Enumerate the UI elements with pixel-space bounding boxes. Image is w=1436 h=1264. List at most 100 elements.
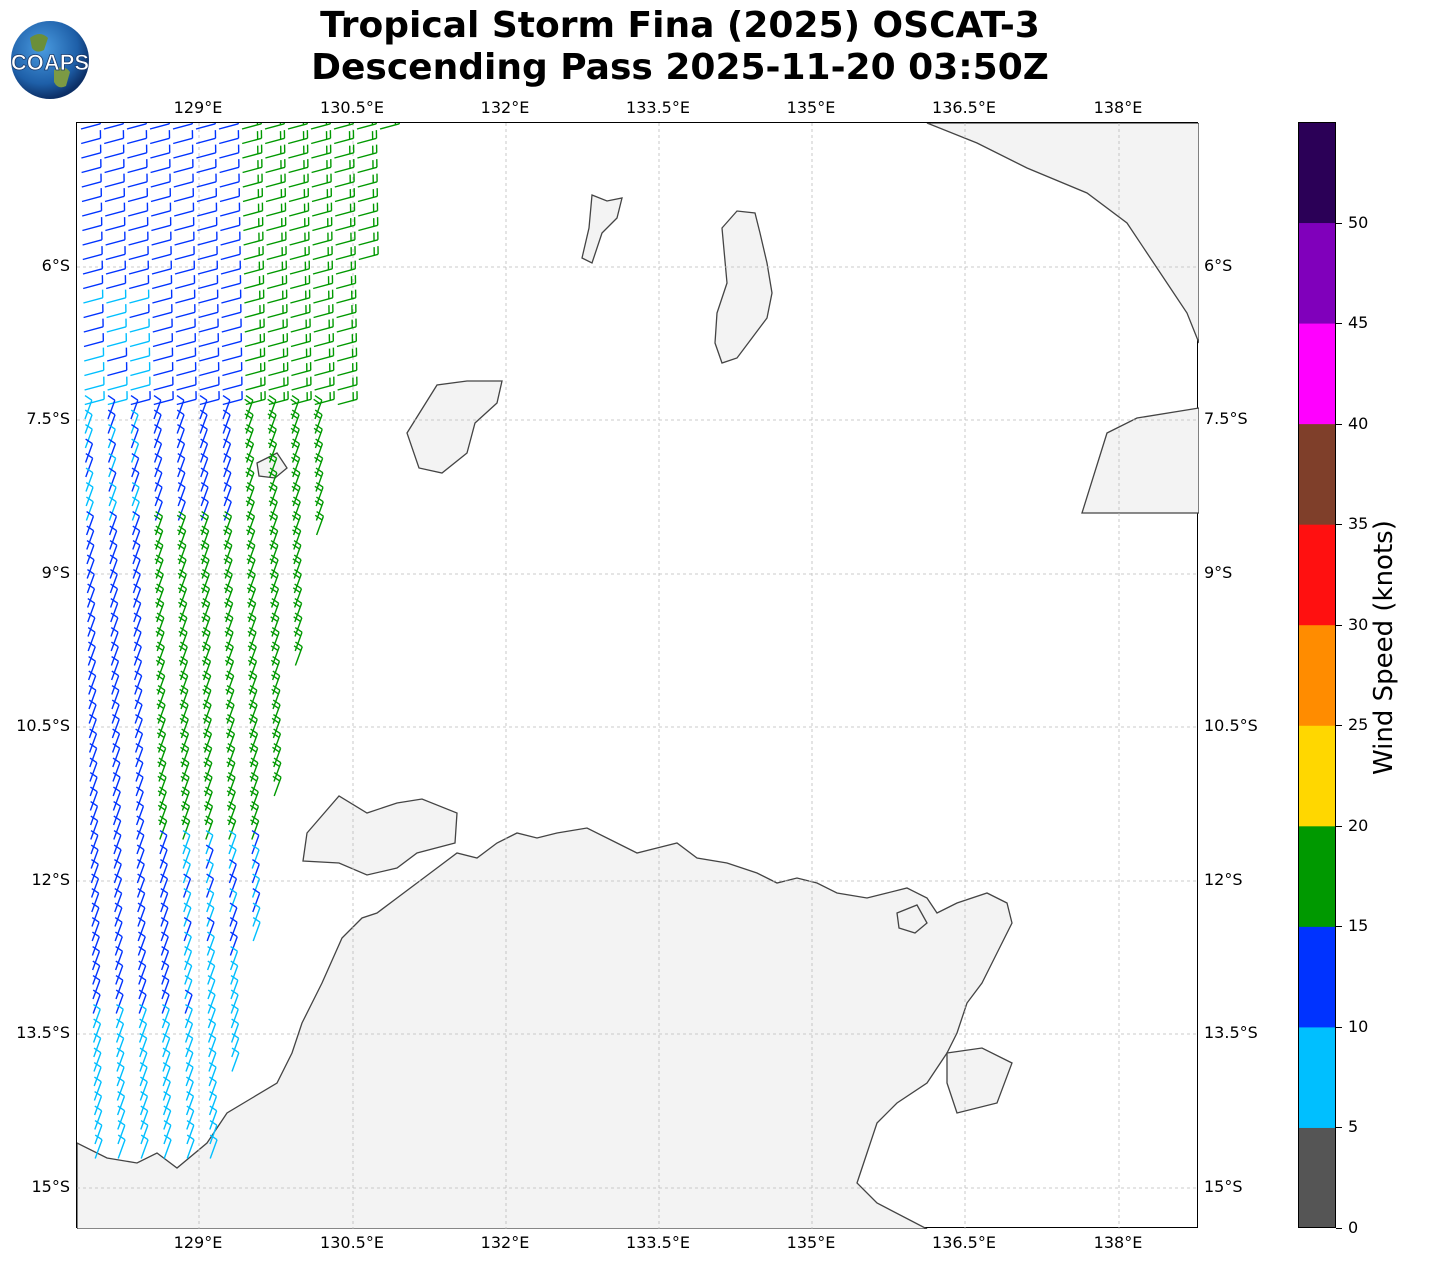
- wind-barb: [112, 772, 121, 797]
- wind-barb: [154, 540, 164, 565]
- wind-barb: [104, 173, 125, 188]
- wind-barb: [81, 144, 102, 159]
- wind-barb: [114, 931, 123, 956]
- wind-barb: [160, 888, 169, 913]
- x-tick-label-top: 138°E: [1093, 98, 1143, 117]
- wind-barb: [200, 569, 210, 594]
- y-tick-label-left: 12°S: [31, 870, 70, 889]
- wind-barb: [176, 409, 185, 434]
- wind-barb: [244, 438, 255, 463]
- wind-barb: [162, 1033, 171, 1058]
- wind-barb: [197, 217, 218, 232]
- wind-barb: [153, 511, 164, 536]
- map-panel: [76, 122, 1199, 1229]
- wind-barb: [199, 376, 220, 391]
- wind-barb: [196, 173, 217, 188]
- wind-barb: [218, 123, 240, 130]
- wind-barb: [230, 975, 239, 1000]
- wind-barb: [335, 202, 356, 217]
- wind-barb: [247, 641, 257, 666]
- wind-barb: [249, 772, 259, 797]
- wind-barb: [154, 453, 163, 478]
- wind-barb: [176, 391, 197, 406]
- wind-barb: [154, 467, 163, 492]
- wind-barb: [268, 511, 279, 536]
- wind-barb: [272, 757, 282, 782]
- wind-barb: [94, 1134, 103, 1159]
- wind-barb: [311, 144, 332, 159]
- wind-barb: [127, 188, 149, 203]
- wind-barb: [81, 188, 103, 203]
- wind-barb: [182, 859, 191, 884]
- wind-barb: [108, 482, 117, 507]
- wind-barb: [313, 318, 334, 333]
- wind-barb: [84, 424, 93, 449]
- wind-barb: [201, 598, 211, 623]
- wind-barb: [242, 144, 263, 159]
- wind-barb: [271, 685, 281, 710]
- wind-barb: [269, 525, 279, 550]
- y-tick-label-left: 10.5°S: [16, 716, 70, 735]
- wind-barb: [357, 159, 378, 174]
- wind-barb: [224, 612, 234, 637]
- wind-barb: [133, 641, 142, 666]
- wind-barb: [150, 144, 171, 159]
- wind-barb: [138, 960, 147, 985]
- wind-barb: [130, 391, 151, 406]
- land-australia: [77, 827, 1013, 1229]
- wind-barb: [105, 231, 126, 246]
- wind-barb: [222, 511, 233, 536]
- colorbar-segment: [1298, 1127, 1336, 1228]
- wind-barb: [108, 496, 117, 521]
- wind-barb: [219, 130, 240, 145]
- wind-barb: [220, 217, 241, 232]
- wind-barb: [92, 1018, 102, 1043]
- wind-barb: [207, 1018, 217, 1043]
- land-groote-eylandt: [896, 904, 928, 934]
- wind-barb: [199, 347, 220, 362]
- y-tick-label-left: 13.5°S: [16, 1023, 70, 1042]
- wind-barb: [157, 786, 167, 811]
- wind-barb: [183, 946, 193, 971]
- wind-barb: [179, 699, 189, 724]
- wind-barb: [150, 173, 171, 188]
- wind-barb: [199, 424, 208, 449]
- wind-barb: [222, 376, 243, 391]
- wind-barb: [379, 123, 401, 130]
- wind-barb: [311, 188, 333, 203]
- wind-barb: [293, 627, 303, 652]
- wind-barb: [111, 670, 120, 695]
- wind-barb: [130, 409, 139, 434]
- wind-barb: [153, 362, 174, 377]
- wind-barb: [205, 844, 214, 869]
- wind-barb: [290, 438, 301, 463]
- y-tick-label-left: 9°S: [41, 563, 70, 582]
- wind-barb: [103, 123, 125, 130]
- wind-barb: [161, 989, 170, 1014]
- wind-barb: [156, 685, 166, 710]
- colorbar-segment: [1298, 725, 1336, 827]
- wind-barb: [87, 598, 96, 623]
- wind-barb: [224, 656, 235, 681]
- wind-barb: [226, 743, 236, 768]
- wind-barb: [291, 511, 302, 536]
- wind-barb: [140, 1120, 149, 1145]
- wind-barb: [314, 511, 325, 536]
- wind-barb: [314, 482, 324, 507]
- wind-barb: [223, 554, 233, 579]
- wind-barb: [245, 496, 255, 521]
- wind-barb: [176, 347, 197, 362]
- wind-barb: [83, 289, 104, 304]
- wind-barb: [313, 409, 323, 434]
- wind-barb: [244, 304, 265, 319]
- wind-barb: [312, 260, 334, 275]
- wind-barb: [199, 395, 208, 420]
- wind-barb: [291, 391, 312, 406]
- wind-barb: [209, 1120, 218, 1145]
- wind-barb: [111, 699, 120, 724]
- wind-barb: [206, 931, 215, 956]
- wind-barb: [245, 482, 255, 507]
- wind-barb: [271, 670, 281, 695]
- wind-barb: [272, 772, 282, 797]
- wind-barb: [208, 1076, 217, 1101]
